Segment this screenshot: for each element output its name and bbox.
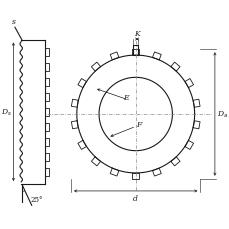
Text: 25°: 25° (30, 195, 42, 203)
Text: F: F (135, 120, 140, 128)
Text: D$_a$: D$_a$ (216, 109, 227, 120)
Text: s: s (12, 18, 16, 26)
Text: K: K (133, 30, 139, 38)
Text: D$_s$: D$_s$ (1, 107, 12, 117)
Text: d: d (133, 194, 138, 202)
Text: E: E (122, 94, 128, 102)
